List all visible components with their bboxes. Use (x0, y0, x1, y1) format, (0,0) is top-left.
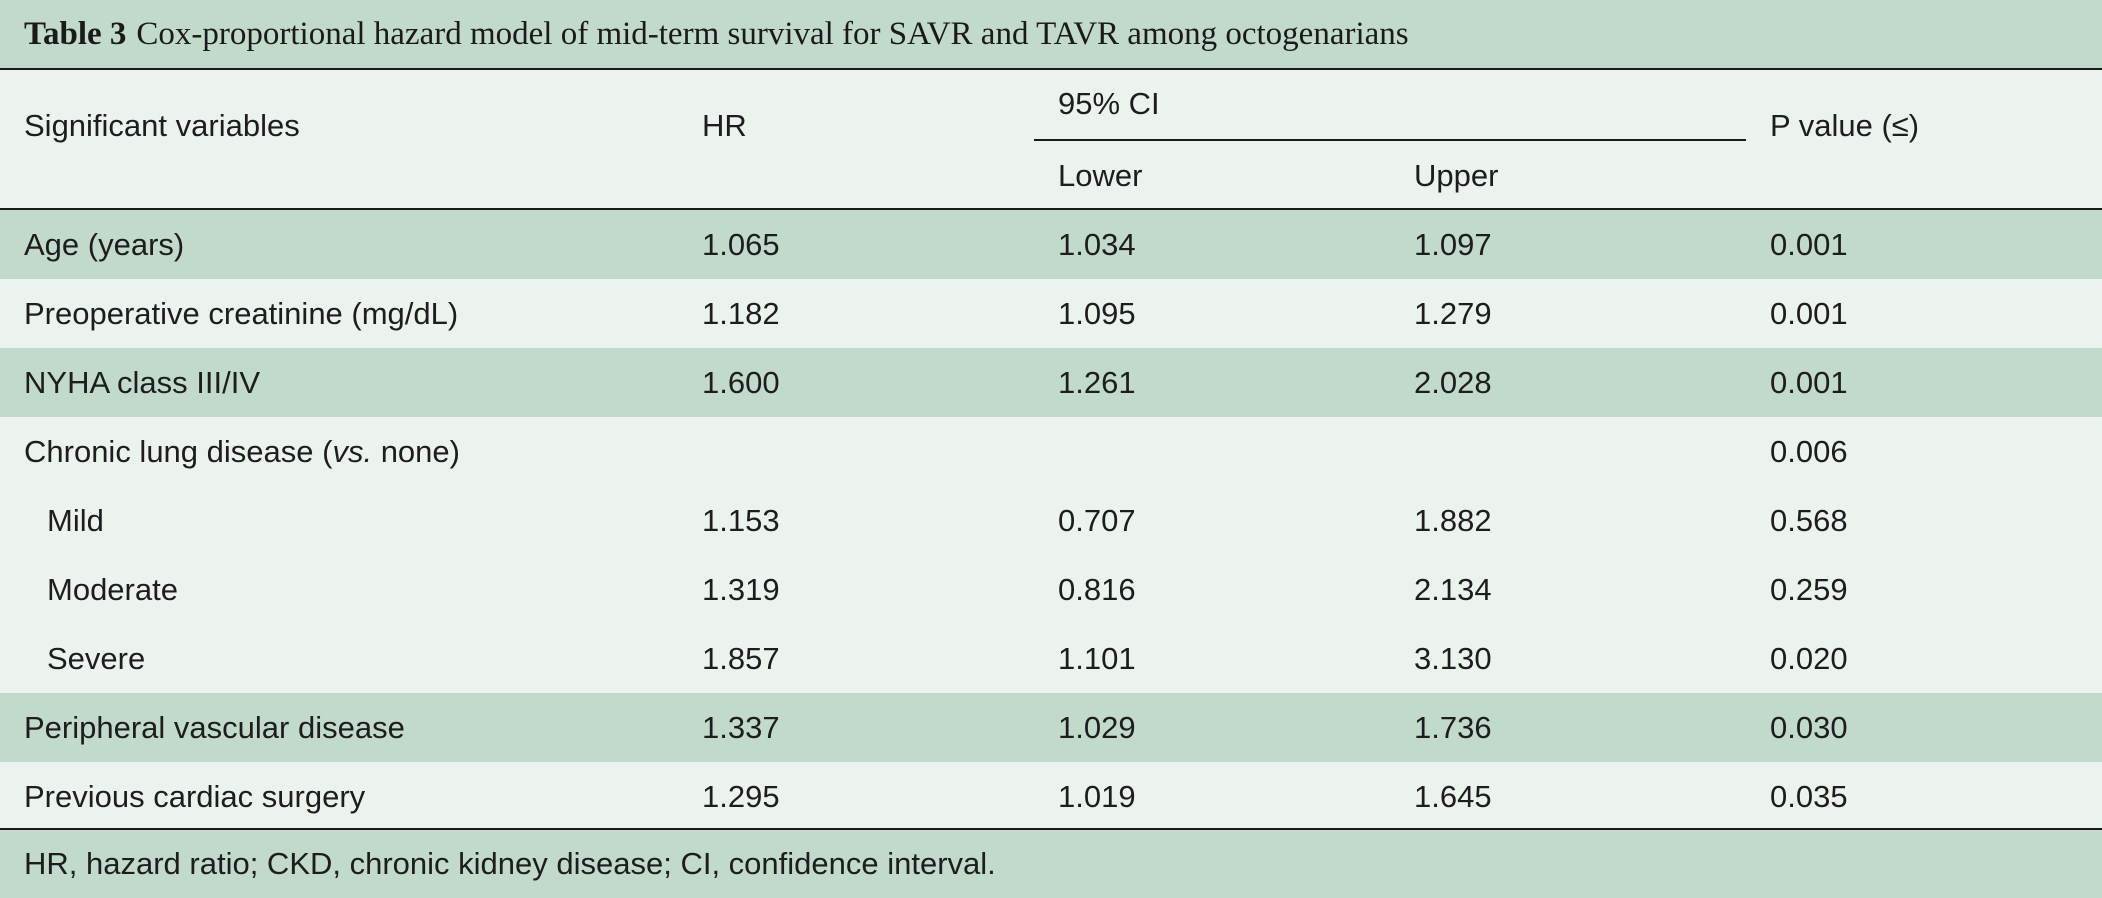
table-row: Moderate 1.319 0.816 2.134 0.259 (0, 555, 2102, 624)
row-p: 0.001 (1770, 227, 1848, 262)
table-row: Previous cardiac surgery 1.295 1.019 1.6… (0, 762, 2102, 828)
row-upper: 1.736 (1414, 710, 1492, 745)
row-p: 0.001 (1770, 296, 1848, 331)
row-p: 0.020 (1770, 641, 1848, 676)
row-upper: 1.645 (1414, 779, 1492, 814)
row-label-prefix: Chronic lung disease ( (24, 434, 333, 469)
row-p: 0.568 (1770, 503, 1848, 538)
row-label: Mild (47, 503, 104, 538)
header-ci: 95% CI (1058, 86, 1160, 121)
row-p: 0.035 (1770, 779, 1848, 814)
ci-divider (1034, 139, 1746, 141)
row-label: Severe (47, 641, 146, 676)
row-hr: 1.295 (702, 779, 780, 814)
row-upper: 2.028 (1414, 365, 1492, 400)
header-variables: Significant variables (24, 108, 300, 143)
row-hr: 1.319 (702, 572, 780, 607)
table-caption: Table 3 Cox-proportional hazard model of… (0, 0, 2102, 70)
header-lower: Lower (1058, 158, 1143, 193)
table-title: Cox-proportional hazard model of mid-ter… (136, 15, 1409, 52)
row-lower: 1.029 (1058, 710, 1136, 745)
row-hr: 1.600 (702, 365, 780, 400)
row-p: 0.030 (1770, 710, 1848, 745)
row-lower: 0.816 (1058, 572, 1136, 607)
row-upper: 1.279 (1414, 296, 1492, 331)
header-p-value: P value (≤) (1770, 108, 1920, 143)
row-upper: 2.134 (1414, 572, 1492, 607)
row-label-suffix: none) (372, 434, 460, 469)
table-row: Severe 1.857 1.101 3.130 0.020 (0, 624, 2102, 693)
table-row: Peripheral vascular disease 1.337 1.029 … (0, 693, 2102, 762)
row-upper: 1.882 (1414, 503, 1492, 538)
row-label: Previous cardiac surgery (24, 779, 366, 814)
table-row: Chronic lung disease (vs. none) 0.006 (0, 417, 2102, 486)
row-lower: 1.019 (1058, 779, 1136, 814)
row-label: Preoperative creatinine (mg/dL) (24, 296, 459, 331)
table-row: NYHA class III/IV 1.600 1.261 2.028 0.00… (0, 348, 2102, 417)
row-lower: 1.261 (1058, 365, 1136, 400)
row-hr: 1.065 (702, 227, 780, 262)
row-lower: 1.095 (1058, 296, 1136, 331)
row-label: NYHA class III/IV (24, 365, 261, 400)
table-row: Mild 1.153 0.707 1.882 0.568 (0, 486, 2102, 555)
row-p: 0.006 (1770, 434, 1848, 469)
row-label-emphasis: vs. (332, 434, 373, 469)
row-p: 0.001 (1770, 365, 1848, 400)
table-footnote: HR, hazard ratio; CKD, chronic kidney di… (0, 828, 2102, 898)
row-lower: 0.707 (1058, 503, 1136, 538)
footnote-text: HR, hazard ratio; CKD, chronic kidney di… (24, 846, 996, 881)
row-upper: 3.130 (1414, 641, 1492, 676)
table-header: Significant variables HR 95% CI Lower Up… (0, 70, 2102, 210)
row-hr: 1.182 (702, 296, 780, 331)
row-hr: 1.153 (702, 503, 780, 538)
header-upper: Upper (1414, 158, 1499, 193)
row-hr: 1.337 (702, 710, 780, 745)
row-p: 0.259 (1770, 572, 1848, 607)
table-row: Preoperative creatinine (mg/dL) 1.182 1.… (0, 279, 2102, 348)
row-lower: 1.034 (1058, 227, 1136, 262)
row-upper: 1.097 (1414, 227, 1492, 262)
table-number: Table 3 (24, 15, 127, 52)
row-label: Chronic lung disease (vs. none) (24, 417, 460, 486)
row-label: Peripheral vascular disease (24, 710, 405, 745)
table-row: Age (years) 1.065 1.034 1.097 0.001 (0, 210, 2102, 279)
header-hr: HR (702, 108, 747, 143)
row-label: Age (years) (24, 227, 185, 262)
row-hr: 1.857 (702, 641, 780, 676)
row-label: Moderate (47, 572, 178, 607)
row-lower: 1.101 (1058, 641, 1136, 676)
